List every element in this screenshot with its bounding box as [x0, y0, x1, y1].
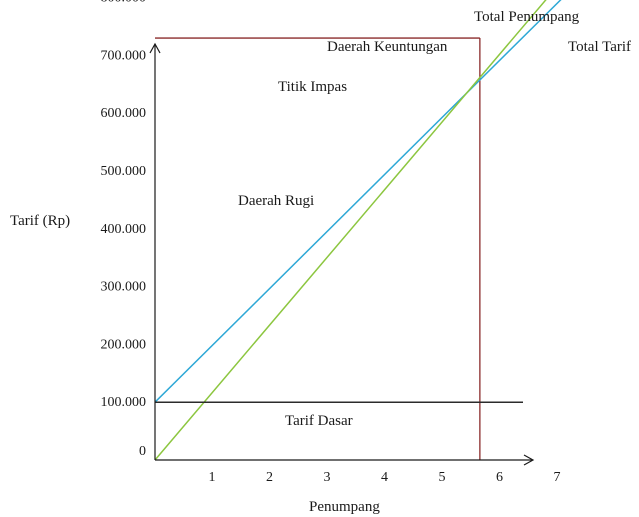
y-tick-label: 100.000	[101, 395, 147, 410]
x-axis-title: Penumpang	[309, 499, 380, 515]
break-even-guides	[155, 37, 481, 460]
x-tick-label: 3	[324, 470, 331, 485]
y-tick-label: 0	[139, 444, 146, 459]
y-tick-label: 800.000	[101, 0, 147, 6]
x-tick-label: 5	[439, 470, 446, 485]
y-axis-title: Tarif (Rp)	[10, 213, 70, 229]
series-line-total-tarif	[154, 0, 562, 403]
x-tick-label: 4	[381, 470, 388, 485]
series-lines	[154, 0, 562, 461]
fixed-cost-label: Tarif Dasar	[285, 413, 353, 429]
loss-region-label: Daerah Rugi	[238, 193, 314, 209]
axes	[149, 42, 535, 466]
y-tick-label: 600.000	[101, 106, 147, 121]
series-label-total-tarif: Total Tarif	[568, 39, 631, 55]
profit-region-label: Daerah Keuntungan	[327, 39, 448, 55]
y-tick-label: 200.000	[101, 337, 147, 352]
break-even-label: Titik Impas	[278, 79, 347, 95]
series-line-total-penumpang	[154, 0, 547, 461]
y-axis-arrow	[149, 42, 161, 54]
y-tick-label: 300.000	[101, 280, 147, 295]
x-axis-arrow	[523, 454, 535, 466]
tick-labels: 1 2 3 4 5 6 7 0 100.000 200.000 300.000 400.000 500.…	[101, 0, 561, 485]
y-tick-label: 700.000	[101, 48, 147, 63]
x-tick-label: 1	[209, 470, 216, 485]
x-tick-label: 7	[554, 470, 561, 485]
x-tick-label: 6	[496, 470, 503, 485]
series-label-total-penumpang: Total Penumpang	[474, 9, 580, 25]
x-tick-label: 2	[266, 470, 273, 485]
y-tick-label: 500.000	[101, 164, 147, 179]
y-tick-label: 400.000	[101, 222, 147, 237]
